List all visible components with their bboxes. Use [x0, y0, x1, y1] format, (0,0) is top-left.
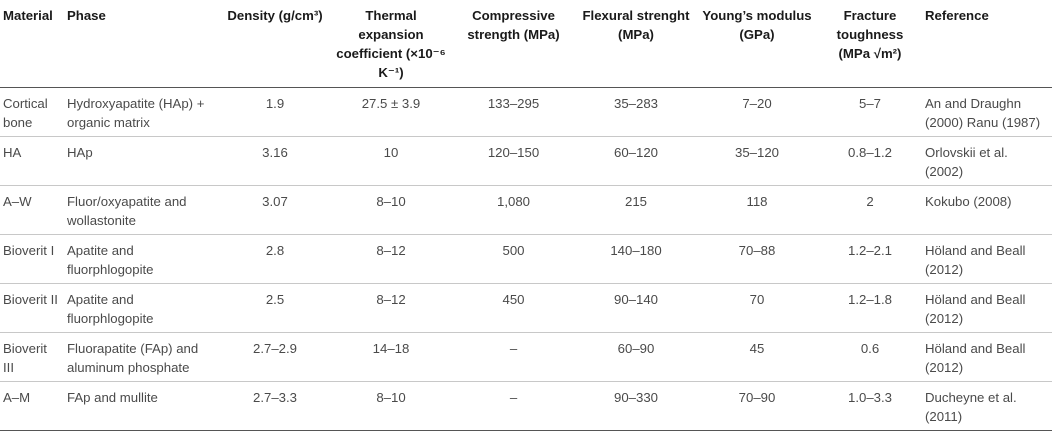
cell-material: Cortical bone: [0, 87, 64, 137]
cell-flexural: 215: [576, 185, 696, 235]
header-thermal: Thermal expansion coefficient (×10⁻⁶ K⁻¹…: [331, 0, 451, 88]
cell-thermal: 8–12: [331, 234, 451, 284]
cell-compressive: 500: [451, 234, 576, 284]
cell-phase: Fluor/oxyapatite and wollastonite: [64, 185, 219, 235]
cell-fracture: 1.0–3.3: [818, 381, 922, 431]
cell-fracture: 2: [818, 185, 922, 235]
cell-fracture: 1.2–2.1: [818, 234, 922, 284]
cell-thermal: 27.5 ± 3.9: [331, 87, 451, 137]
cell-phase: FAp and mullite: [64, 381, 219, 431]
cell-phase: Apatite and fluorphlogopite: [64, 234, 219, 284]
cell-phase: Apatite and fluorphlogopite: [64, 283, 219, 333]
header-row: Material Phase Density (g/cm³) Thermal e…: [0, 0, 1052, 88]
cell-material: HA: [0, 136, 64, 186]
cell-compressive: –: [451, 332, 576, 382]
cell-youngs: 70–88: [696, 234, 818, 284]
header-density: Density (g/cm³): [219, 0, 331, 88]
cell-reference: Höland and Beall (2012): [922, 332, 1052, 382]
cell-compressive: 450: [451, 283, 576, 333]
cell-density: 2.7–2.9: [219, 332, 331, 382]
cell-youngs: 70–90: [696, 381, 818, 431]
header-phase: Phase: [64, 0, 219, 88]
table-row: A–W Fluor/oxyapatite and wollastonite 3.…: [0, 185, 1052, 235]
cell-reference: Ducheyne et al. (2011): [922, 381, 1052, 431]
table-row: A–M FAp and mullite 2.7–3.3 8–10 – 90–33…: [0, 381, 1052, 431]
cell-density: 1.9: [219, 87, 331, 137]
cell-youngs: 118: [696, 185, 818, 235]
cell-flexural: 60–90: [576, 332, 696, 382]
cell-reference: Orlovskii et al. (2002): [922, 136, 1052, 186]
header-fracture: Fracture toughness (MPa √m²): [818, 0, 922, 88]
table-row: Bioverit II Apatite and fluorphlogopite …: [0, 283, 1052, 333]
cell-youngs: 7–20: [696, 87, 818, 137]
header-reference: Reference: [922, 0, 1052, 88]
cell-material: Bioverit I: [0, 234, 64, 284]
cell-reference: An and Draughn (2000) Ranu (1987): [922, 87, 1052, 137]
cell-flexural: 60–120: [576, 136, 696, 186]
cell-density: 2.8: [219, 234, 331, 284]
table-row: Bioverit III Fluorapatite (FAp) and alum…: [0, 332, 1052, 382]
cell-material: A–M: [0, 381, 64, 431]
table-row: Bioverit I Apatite and fluorphlogopite 2…: [0, 234, 1052, 284]
cell-youngs: 35–120: [696, 136, 818, 186]
cell-phase: Fluorapatite (FAp) and aluminum phosphat…: [64, 332, 219, 382]
cell-thermal: 8–10: [331, 381, 451, 431]
cell-density: 2.5: [219, 283, 331, 333]
cell-youngs: 70: [696, 283, 818, 333]
header-material: Material: [0, 0, 64, 88]
cell-flexural: 35–283: [576, 87, 696, 137]
table-row: Cortical bone Hydroxyapatite (HAp) + org…: [0, 87, 1052, 137]
cell-material: Bioverit II: [0, 283, 64, 333]
cell-compressive: –: [451, 381, 576, 431]
cell-thermal: 8–12: [331, 283, 451, 333]
cell-material: A–W: [0, 185, 64, 235]
cell-thermal: 14–18: [331, 332, 451, 382]
cell-flexural: 140–180: [576, 234, 696, 284]
cell-compressive: 1,080: [451, 185, 576, 235]
table-row: HA HAp 3.16 10 120–150 60–120 35–120 0.8…: [0, 136, 1052, 186]
cell-fracture: 0.8–1.2: [818, 136, 922, 186]
cell-density: 3.07: [219, 185, 331, 235]
header-youngs: Young’s modulus (GPa): [696, 0, 818, 88]
header-compressive: Compressive strength (MPa): [451, 0, 576, 88]
cell-thermal: 10: [331, 136, 451, 186]
cell-youngs: 45: [696, 332, 818, 382]
cell-phase: HAp: [64, 136, 219, 186]
header-flexural: Flexural strenght (MPa): [576, 0, 696, 88]
cell-compressive: 120–150: [451, 136, 576, 186]
cell-flexural: 90–330: [576, 381, 696, 431]
cell-reference: Höland and Beall (2012): [922, 234, 1052, 284]
cell-density: 3.16: [219, 136, 331, 186]
cell-reference: Kokubo (2008): [922, 185, 1052, 235]
cell-fracture: 0.6: [818, 332, 922, 382]
cell-thermal: 8–10: [331, 185, 451, 235]
cell-material: Bioverit III: [0, 332, 64, 382]
cell-density: 2.7–3.3: [219, 381, 331, 431]
cell-fracture: 5–7: [818, 87, 922, 137]
cell-phase: Hydroxyapatite (HAp) + organic matrix: [64, 87, 219, 137]
cell-compressive: 133–295: [451, 87, 576, 137]
cell-flexural: 90–140: [576, 283, 696, 333]
cell-reference: Höland and Beall (2012): [922, 283, 1052, 333]
cell-fracture: 1.2–1.8: [818, 283, 922, 333]
